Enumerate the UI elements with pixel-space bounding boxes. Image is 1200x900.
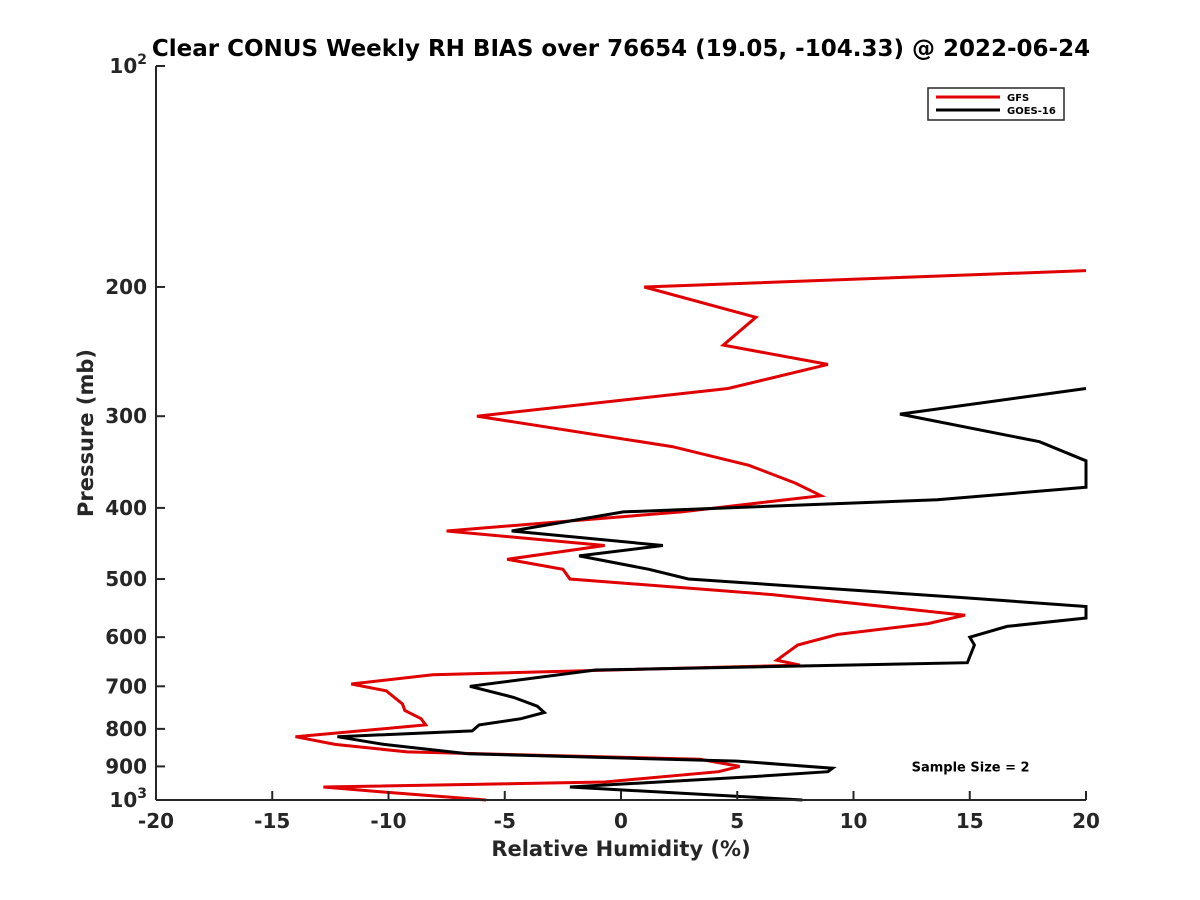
y-tick-label: 400 [105, 496, 147, 520]
y-tick-label: 900 [105, 754, 147, 778]
y-tick-label: 500 [105, 567, 147, 591]
x-axis-label: Relative Humidity (%) [491, 837, 750, 861]
legend-box [927, 87, 1065, 121]
x-tick-label: -15 [254, 809, 290, 833]
y-tick-label: 700 [105, 674, 147, 698]
y-axis-label: Pressure (mb) [74, 349, 98, 517]
y-tick-label: 800 [105, 717, 147, 741]
series-line-goes16 [337, 387, 1088, 802]
x-tick-label: 0 [614, 809, 628, 833]
chart-title: Clear CONUS Weekly RH BIAS over 76654 (1… [152, 36, 1090, 62]
legend-label-goes16: GOES-16 [1007, 106, 1056, 117]
y-tick-label: 300 [105, 404, 147, 428]
x-tick-label: -5 [494, 809, 516, 833]
x-tick-label: -10 [370, 809, 406, 833]
x-tick-label: 20 [1072, 809, 1100, 833]
x-tick-label: -20 [138, 809, 174, 833]
sample-size-annotation: Sample Size = 2 [912, 760, 1030, 775]
x-tick-label: 5 [730, 809, 744, 833]
y-tick-label: 200 [105, 275, 147, 299]
legend-label-gfs: GFS [1007, 93, 1029, 104]
x-ticks: -20 -15 -10 -5 0 5 10 15 20 [138, 791, 1100, 833]
legend: GFS GOES-16 [927, 87, 1065, 121]
x-tick-label: 10 [840, 809, 868, 833]
y-tick-label: 600 [105, 625, 147, 649]
x-tick-label: 15 [956, 809, 984, 833]
series-layer [295, 269, 1088, 802]
